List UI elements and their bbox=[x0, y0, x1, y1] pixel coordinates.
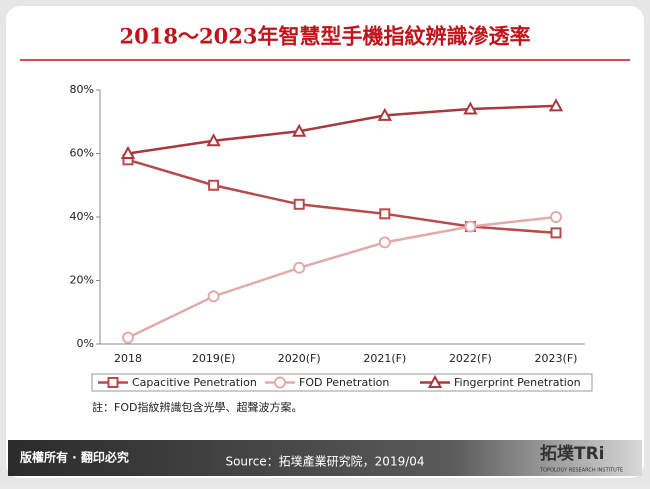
marker bbox=[550, 227, 562, 239]
source: Source：拓墣產業研究院，2019/04 bbox=[225, 454, 424, 469]
marker bbox=[207, 290, 220, 303]
series-line bbox=[127, 104, 557, 155]
marker bbox=[120, 145, 136, 159]
legend-label: Capacitive Penetration bbox=[132, 376, 257, 389]
footer-bar bbox=[8, 440, 642, 476]
x-tick-label: 2022(F) bbox=[449, 352, 492, 365]
marker bbox=[463, 101, 478, 115]
panel bbox=[6, 6, 644, 478]
legend-marker bbox=[427, 374, 443, 388]
marker bbox=[292, 123, 307, 137]
logo: 拓墣TRi bbox=[540, 444, 605, 464]
marker bbox=[293, 198, 305, 210]
x-tick-label: 2018 bbox=[114, 352, 142, 365]
y-tick-label: 40% bbox=[70, 210, 94, 223]
marker bbox=[377, 107, 392, 121]
logo-sub: TOPOLOGY RESEARCH INSTITUTE bbox=[539, 468, 623, 474]
legend-label: Fingerprint Penetration bbox=[454, 376, 581, 389]
x-tick-label: 2020(F) bbox=[278, 352, 321, 365]
chart-title: 2018～2023年智慧型手機指紋辨識滲透率 bbox=[120, 24, 531, 49]
marker bbox=[122, 331, 134, 344]
legend-marker bbox=[274, 376, 286, 389]
marker bbox=[206, 133, 221, 147]
y-tick-label: 0% bbox=[77, 337, 94, 350]
marker bbox=[550, 211, 562, 223]
marker bbox=[378, 236, 391, 249]
marker bbox=[464, 220, 477, 233]
series-line bbox=[127, 215, 557, 339]
y-tick-label: 60% bbox=[70, 147, 94, 160]
note: 註：FOD指紋辨識包含光學、超聲波方案。 bbox=[92, 400, 302, 414]
marker bbox=[548, 98, 564, 112]
copyright: 版權所有 · 翻印必究 bbox=[20, 450, 129, 465]
legend-marker bbox=[107, 377, 119, 388]
y-tick-label: 80% bbox=[70, 83, 94, 96]
x-tick-label: 2019(E) bbox=[192, 352, 236, 365]
y-tick-label: 20% bbox=[70, 274, 94, 287]
x-tick-label: 2023(F) bbox=[535, 352, 578, 365]
marker bbox=[379, 208, 391, 220]
marker bbox=[293, 261, 306, 274]
x-tick-label: 2021(F) bbox=[363, 352, 406, 365]
marker bbox=[208, 179, 220, 191]
legend-box bbox=[91, 373, 593, 392]
series-line bbox=[127, 158, 557, 235]
legend-label: FOD Penetration bbox=[299, 376, 389, 389]
